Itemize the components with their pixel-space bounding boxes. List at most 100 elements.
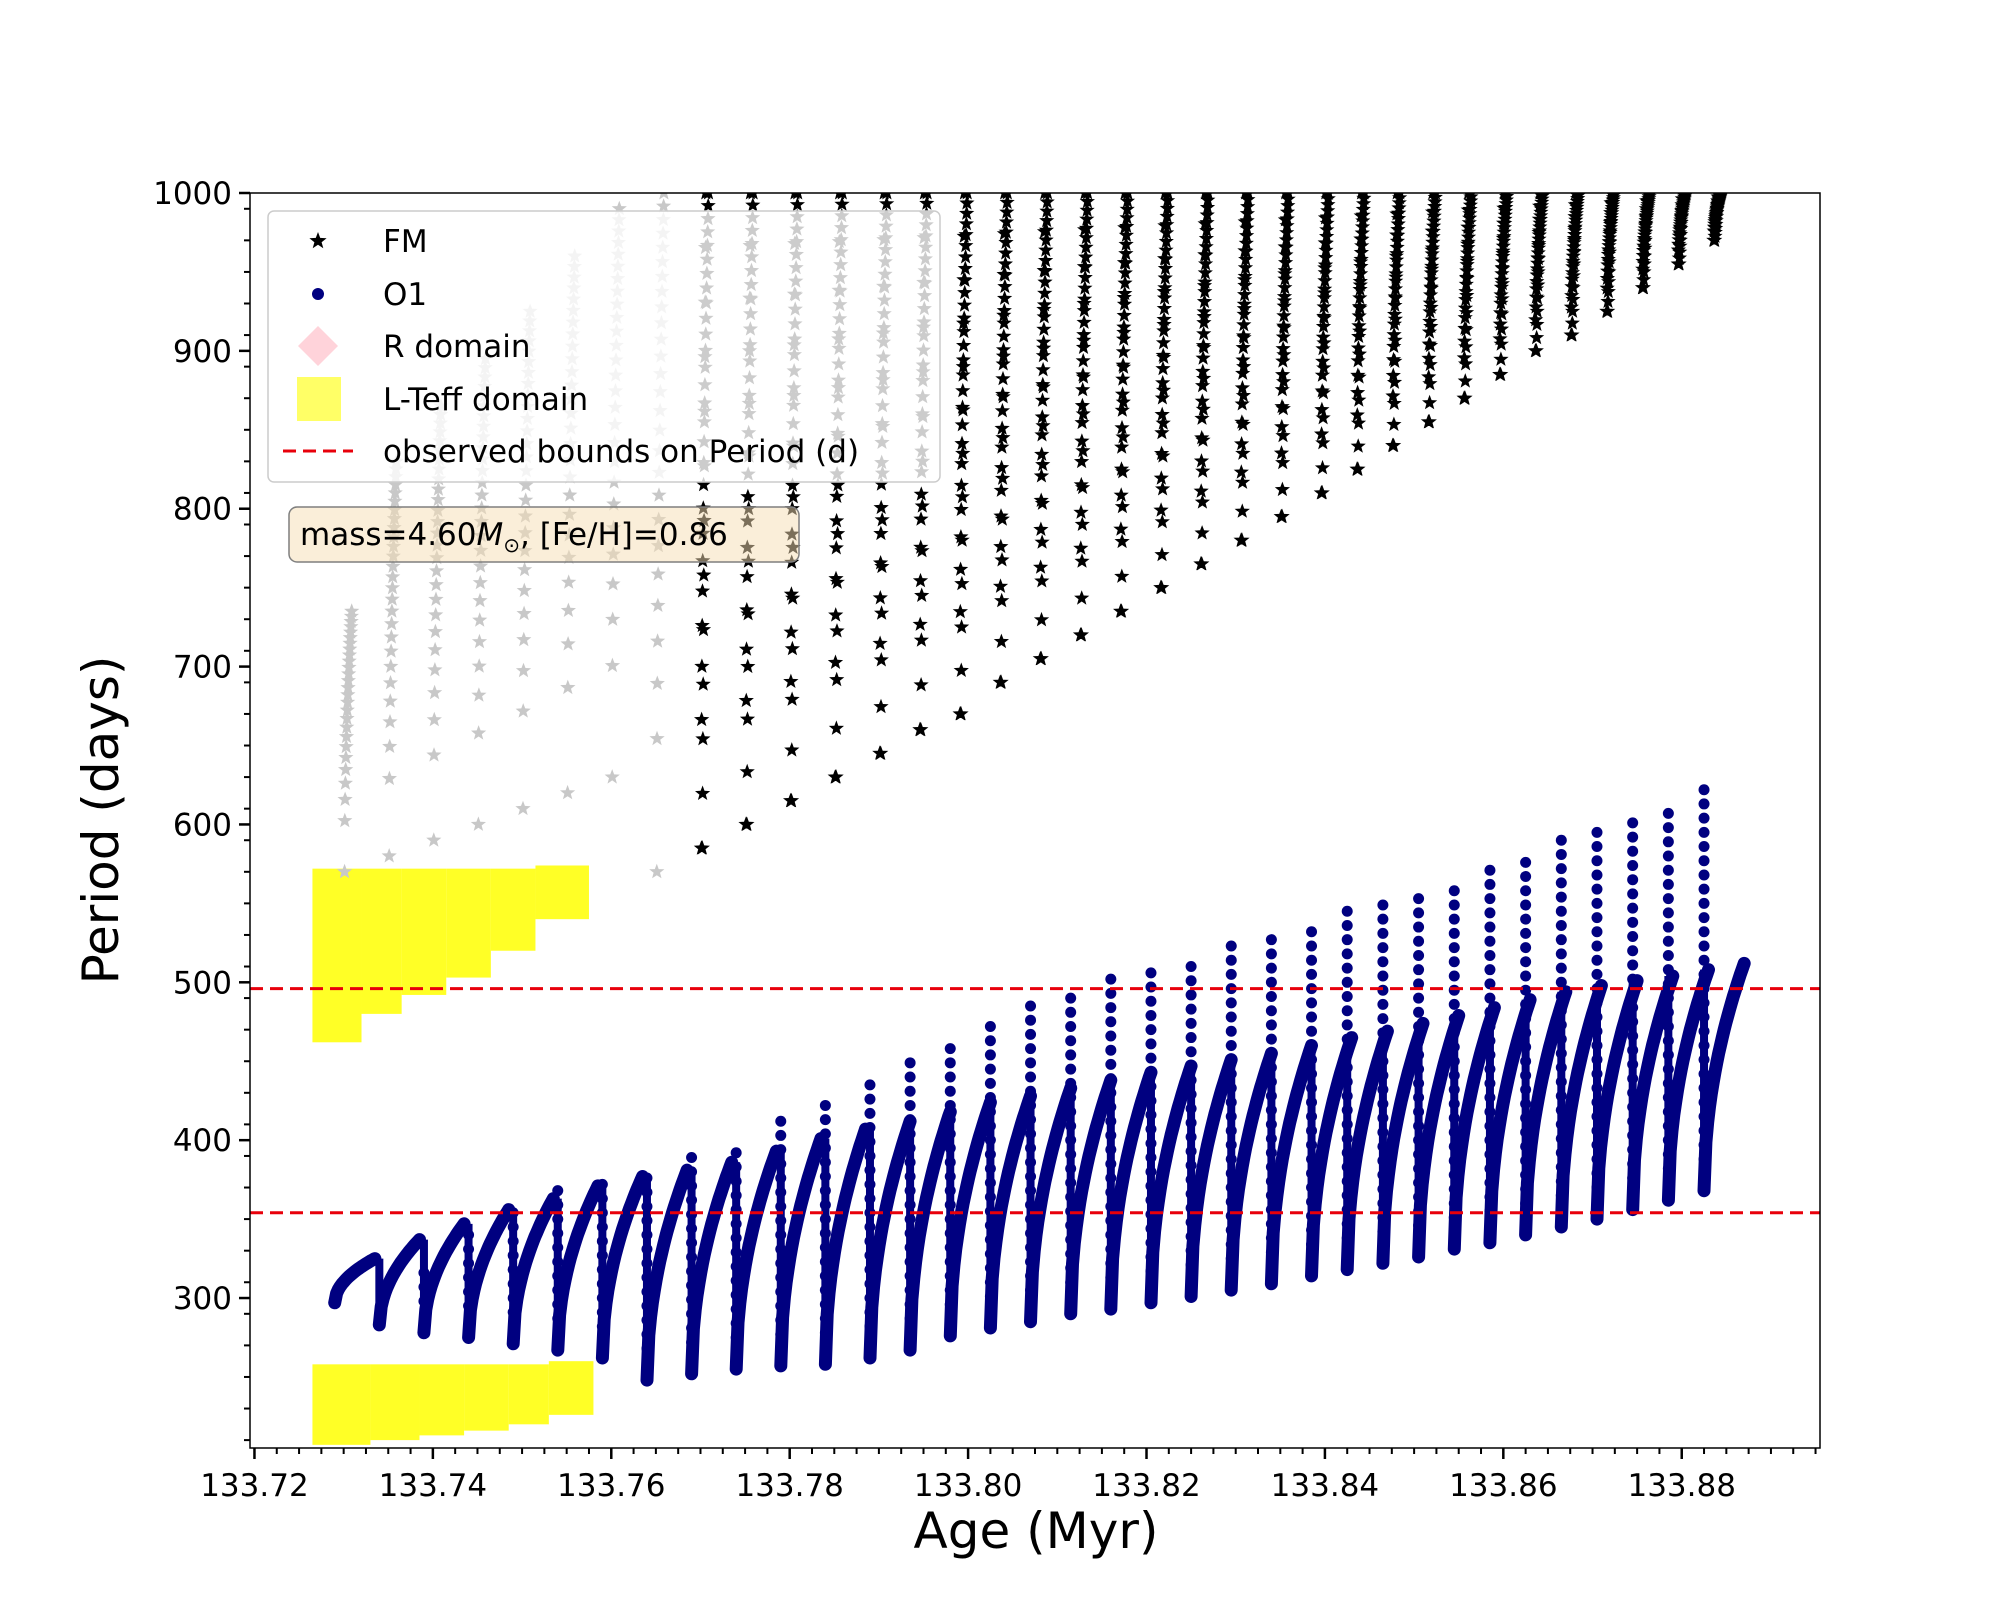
o1-spike-point	[1448, 899, 1460, 911]
o1-spike-point	[1265, 976, 1277, 988]
o1-spike-point	[1265, 1189, 1277, 1201]
o1-spike-point	[1341, 1005, 1353, 1017]
o1-spike-point	[686, 1194, 698, 1206]
y-tick-label: 900	[173, 334, 232, 370]
o1-spike-point	[1484, 964, 1496, 976]
x-tick-label: 133.84	[1271, 1468, 1379, 1504]
o1-spike-point	[1698, 1068, 1710, 1080]
o1-spike-point	[463, 1272, 475, 1284]
o1-spike-point	[1341, 919, 1353, 931]
o1-spike-point	[1662, 992, 1674, 1004]
o1-spike-point	[1306, 1238, 1318, 1250]
o1-spike-point	[596, 1235, 608, 1247]
o1-spike-point	[1520, 1084, 1532, 1096]
o1-spike-point	[1185, 975, 1197, 987]
o1-spike-point	[1591, 841, 1603, 853]
o1-spike-point	[1413, 1134, 1425, 1146]
o1-spike-point	[1145, 1194, 1157, 1206]
o1-spike-point	[1377, 1041, 1389, 1053]
o1-spike-point	[1145, 1166, 1157, 1178]
o1-spike-point	[1698, 841, 1710, 853]
o1-spike-point	[1145, 1152, 1157, 1164]
o1-spike-point	[1448, 1084, 1460, 1096]
o1-track	[863, 1114, 917, 1365]
o1-spike-point	[984, 1290, 996, 1302]
o1-spike-point	[1484, 1077, 1496, 1089]
o1-spike-point	[1555, 905, 1567, 917]
o1-spike-point	[1520, 1126, 1532, 1138]
y-tick-label: 300	[173, 1281, 232, 1317]
o1-spike-point	[904, 1114, 916, 1126]
o1-spike-point	[1225, 1110, 1237, 1122]
o1-spike-point	[1341, 1062, 1353, 1074]
o1-spike-point	[1520, 998, 1532, 1010]
o1-spike-point	[1555, 1118, 1567, 1130]
o1-spike-point	[730, 1218, 742, 1230]
o1-spike-point	[1627, 1087, 1639, 1099]
o1-spike-point	[1591, 826, 1603, 838]
o1-spike-point	[1185, 1117, 1197, 1129]
o1-spike-point	[552, 1270, 564, 1282]
o1-spike-point	[1225, 1139, 1237, 1151]
o1-spike-point	[775, 1200, 787, 1212]
o1-spike-point	[596, 1178, 608, 1190]
o1-spike-point	[984, 1106, 996, 1118]
o1-spike-point	[819, 1114, 831, 1126]
o1-spike-point	[944, 1227, 956, 1239]
o1-spike-point	[1341, 1033, 1353, 1045]
o1-spike-point	[864, 1221, 876, 1233]
o1-spike-point	[1065, 1006, 1077, 1018]
o1-spike-point	[1225, 1238, 1237, 1250]
o1-spike-point	[1520, 1069, 1532, 1081]
o1-spike-point	[944, 1199, 956, 1211]
o1-spike-point	[686, 1223, 698, 1235]
o1-pulse	[1064, 992, 1118, 1321]
annotation-box	[288, 506, 800, 563]
o1-spike-point	[1225, 954, 1237, 966]
o1-track	[774, 1132, 828, 1373]
o1-spike-point	[1662, 964, 1674, 976]
o1-spike-point	[1520, 1169, 1532, 1181]
o1-spike-point	[641, 1272, 653, 1284]
o1-spike-point	[1555, 934, 1567, 946]
o1-spike-point	[1065, 1049, 1077, 1061]
o1-spike-point	[596, 1193, 608, 1205]
o1-spike-point	[1105, 1257, 1117, 1269]
o1-spike-point	[1225, 997, 1237, 1009]
o1-spike-point	[819, 1284, 831, 1296]
o1-spike-point	[775, 1158, 787, 1170]
o1-spike-point	[1698, 1011, 1710, 1023]
o1-spike-point	[730, 1161, 742, 1173]
o1-spike-point	[984, 1134, 996, 1146]
o1-spike-point	[1265, 1218, 1277, 1230]
o1-spike-point	[1520, 970, 1532, 982]
o1-spike-point	[1065, 1205, 1077, 1217]
o1-spike-point	[1484, 893, 1496, 905]
o1-track	[1264, 1039, 1318, 1291]
y-tick-label: 800	[173, 492, 232, 528]
o1-spike-point	[1225, 1096, 1237, 1108]
o1-spike-point	[1413, 1021, 1425, 1033]
o1-spike-point	[1591, 926, 1603, 938]
o1-spike-point	[1520, 1041, 1532, 1053]
fm-pulse	[1527, 193, 1550, 358]
o1-spike-point	[1662, 850, 1674, 862]
o1-spike-point	[1413, 1148, 1425, 1160]
o1-spike-point	[1105, 1243, 1117, 1255]
o1-spike-point	[1185, 1230, 1197, 1242]
o1-spike-point	[1341, 1047, 1353, 1059]
o1-spike-point	[1627, 987, 1639, 999]
o1-spike-point	[686, 1322, 698, 1334]
o1-spike-point	[1484, 1035, 1496, 1047]
o1-spike-point	[1377, 1212, 1389, 1224]
o1-spike-point	[1627, 945, 1639, 957]
o1-spike-point	[944, 1256, 956, 1268]
o1-spike-point	[1662, 822, 1674, 834]
o1-spike-point	[686, 1180, 698, 1192]
o1-spike-point	[864, 1136, 876, 1148]
o1-spike-point	[984, 1262, 996, 1274]
fm-pulse	[1313, 193, 1336, 500]
o1-spike-point	[1306, 1025, 1318, 1037]
o1-spike-point	[1145, 1024, 1157, 1036]
o1-track	[640, 1163, 694, 1387]
